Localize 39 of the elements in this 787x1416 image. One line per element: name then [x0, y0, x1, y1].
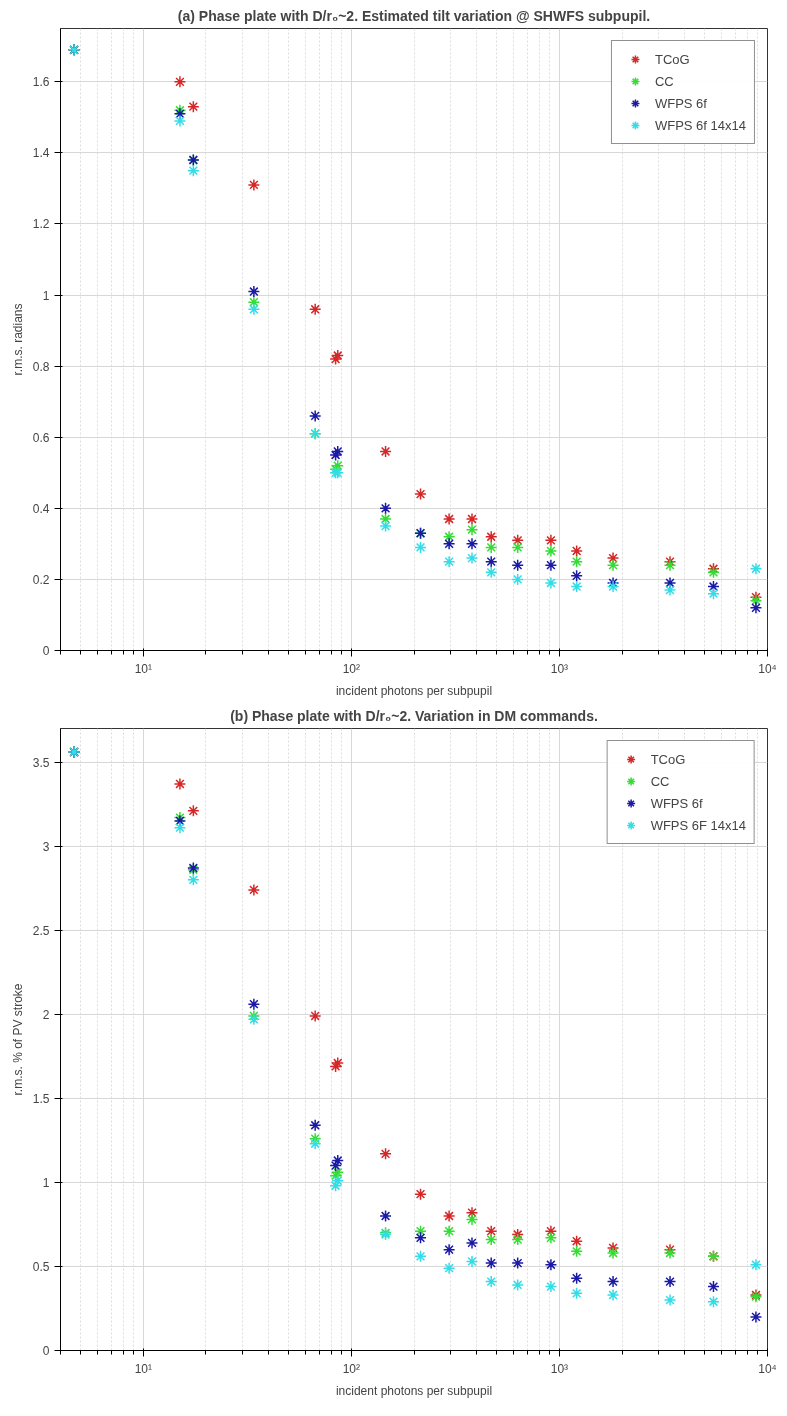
- y-tick-label: 0.5: [32, 1259, 50, 1274]
- y-tick-label: 0.6: [32, 430, 50, 445]
- legend-label: WFPS 6f: [654, 95, 707, 111]
- legend-label: TCoG: [654, 51, 690, 67]
- x-tick-label: 10⁴: [758, 1361, 777, 1376]
- x-tick-label: 10⁴: [758, 661, 777, 676]
- legend-label: CC: [654, 73, 675, 89]
- x-tick-label: 10³: [550, 1361, 569, 1376]
- x-tick-label: 10¹: [134, 1361, 152, 1376]
- x-tick-label: 10²: [342, 1361, 361, 1376]
- legend-label: WFPS 6F 14x14: [650, 817, 746, 833]
- y-tick-label: 0.8: [32, 359, 50, 374]
- y-axis-title: r.m.s. radians: [10, 303, 25, 376]
- y-tick-label: 1: [42, 288, 50, 303]
- x-tick-label: 10³: [550, 661, 569, 676]
- chart-title: (b) Phase plate with D/r₀~2. Variation in DM commands.: [230, 707, 598, 724]
- legend-label: WFPS 6f 14x14: [654, 117, 746, 133]
- x-tick-label: 10¹: [134, 661, 152, 676]
- y-tick-label: 1.6: [32, 75, 50, 90]
- legend-label: CC: [650, 773, 671, 789]
- y-tick-label: 1.4: [32, 146, 50, 161]
- x-tick-label: 10²: [342, 661, 361, 676]
- y-tick-label: 0.4: [32, 501, 50, 516]
- y-tick-label: 0: [42, 644, 50, 658]
- y-tick-label: 1.5: [32, 1091, 50, 1106]
- x-axis-title: incident photons per subpupil: [335, 1383, 493, 1398]
- y-tick-label: 0: [42, 1344, 50, 1358]
- y-tick-label: 1.2: [32, 217, 50, 232]
- y-tick-label: 2.5: [32, 923, 50, 938]
- y-tick-label: 3: [42, 839, 50, 854]
- y-axis-title: r.m.s. % of PV stroke: [10, 983, 25, 1096]
- x-axis-title: incident photons per subpupil: [335, 683, 493, 698]
- legend-label: WFPS 6f: [650, 795, 703, 811]
- y-tick-label: 0.2: [32, 572, 50, 587]
- legend-label: TCoG: [650, 751, 686, 767]
- y-tick-label: 2: [42, 1007, 50, 1022]
- y-tick-label: 1: [42, 1175, 50, 1190]
- chart-title: (a) Phase plate with D/r₀~2. Estimated tilt variation @ SHWFS subpupil.: [177, 7, 651, 24]
- y-tick-label: 3.5: [32, 755, 50, 770]
